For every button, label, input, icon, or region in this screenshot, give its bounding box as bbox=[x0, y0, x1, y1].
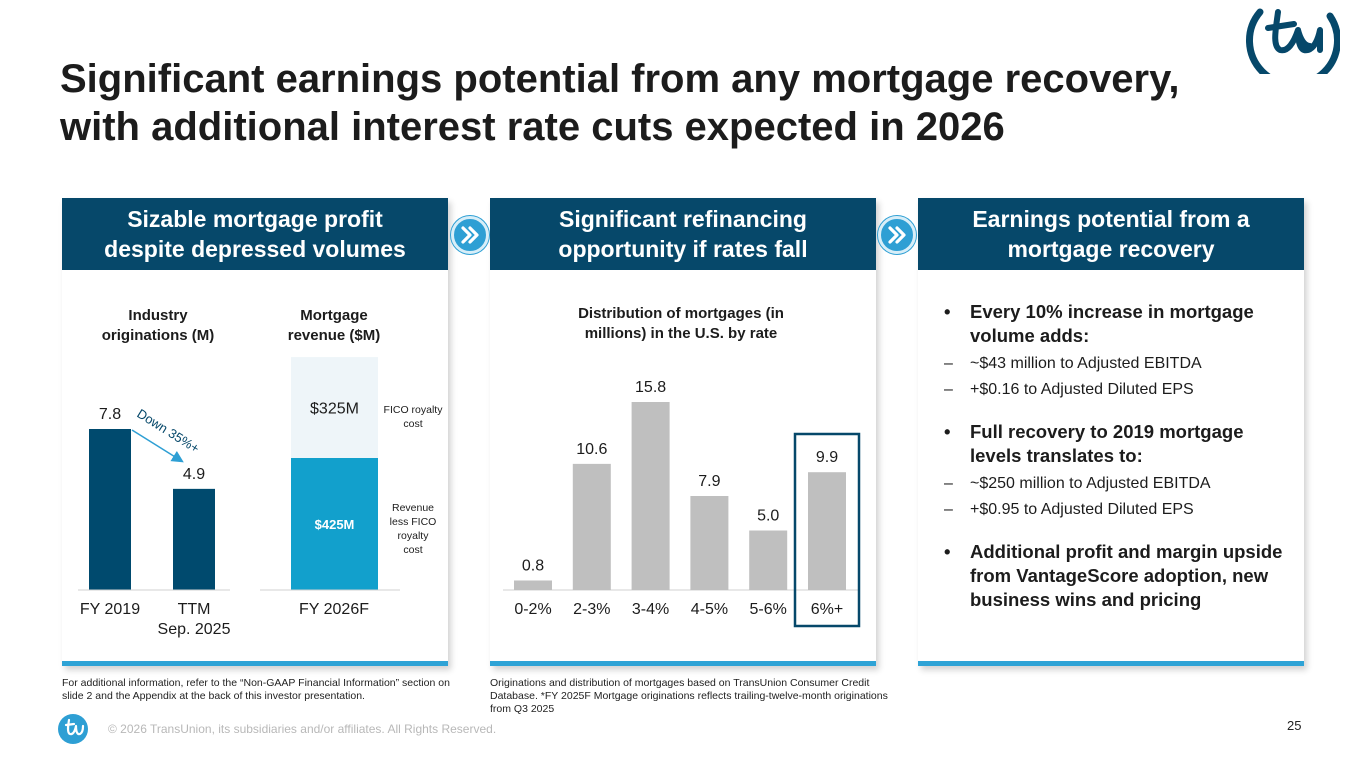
double-chevron-right-icon bbox=[451, 216, 489, 254]
earnings-bullets: Every 10% increase in mortgage volume ad… bbox=[940, 300, 1290, 612]
value-label-rate-3: 7.9 bbox=[698, 473, 720, 490]
chart1-title-line2: originations (M) bbox=[102, 327, 215, 344]
panel1-header-line2: despite depressed volumes bbox=[104, 236, 406, 262]
footnote-non-gaap: For additional information, refer to the… bbox=[62, 677, 450, 702]
value-label-rate-4: 5.0 bbox=[757, 508, 779, 525]
bullet-2-sub-1: ~$250 million to Adjusted EBITDA bbox=[940, 474, 1290, 494]
x-label-rate-5: 6%+ bbox=[811, 601, 843, 618]
highlight-box-6plus bbox=[793, 432, 861, 628]
x-label-ttm: TTM bbox=[178, 601, 211, 618]
x-label-ttm-line2: Sep. 2025 bbox=[158, 621, 231, 638]
panel2-header-line2: opportunity if rates fall bbox=[558, 236, 808, 262]
value-label-ttm: 4.9 bbox=[183, 466, 205, 483]
chart-mortgage-revenue: Mortgage revenue ($M) $425M $325M FY 202… bbox=[260, 307, 443, 618]
chart-industry-originations: Industry originations (M) 7.8 4.9 FY 201… bbox=[78, 307, 231, 638]
panel1-header-line1: Sizable mortgage profit bbox=[127, 206, 383, 232]
value-label-rate-1: 10.6 bbox=[576, 441, 607, 458]
slide-title-line1: Significant earnings potential from any … bbox=[60, 57, 1180, 101]
legend-rev-line3: royalty bbox=[398, 530, 430, 542]
panel3-header-line1: Earnings potential from a bbox=[972, 206, 1250, 232]
x-label-rate-3: 4-5% bbox=[691, 601, 728, 618]
x-label-rate-0: 0-2% bbox=[514, 601, 551, 618]
legend-rev-line1: Revenue bbox=[392, 502, 434, 514]
segment-label-325: $325M bbox=[310, 401, 359, 418]
bar-segment-revenue-less-fico bbox=[291, 458, 378, 590]
legend-rev-line2: less FICO bbox=[390, 516, 437, 528]
chart2-title-line1: Mortgage bbox=[300, 307, 368, 324]
chart3-title-line1: Distribution of mortgages (in bbox=[578, 305, 784, 322]
panel-header-refinancing: Significant refinancing opportunity if r… bbox=[490, 198, 876, 270]
transunion-footer-logo-icon bbox=[58, 714, 88, 744]
segment-label-425: $425M bbox=[315, 517, 355, 532]
chart1-title-line1: Industry bbox=[128, 307, 188, 324]
transunion-logo-icon bbox=[1246, 8, 1340, 74]
bar-rate-2 bbox=[631, 402, 670, 590]
bar-ttm bbox=[173, 488, 215, 590]
bar-rate-3 bbox=[690, 496, 729, 590]
legend-rev-line4: cost bbox=[403, 544, 422, 556]
panel2-header-line1: Significant refinancing bbox=[559, 206, 807, 232]
x-label-fy2019: FY 2019 bbox=[80, 601, 140, 618]
bar-fy2019 bbox=[89, 429, 131, 590]
bullet-3-main: Additional profit and margin upside from… bbox=[940, 540, 1290, 612]
down-arrow-annotation bbox=[131, 429, 184, 463]
bullet-2-sub-2: +$0.95 to Adjusted Diluted EPS bbox=[940, 500, 1290, 520]
chart2-title-line2: revenue ($M) bbox=[288, 327, 381, 344]
double-chevron-right-icon bbox=[878, 216, 916, 254]
bar-rate-5 bbox=[808, 472, 846, 590]
slide-title: Significant earnings potential from any … bbox=[60, 55, 1280, 151]
double-chevron-glyph bbox=[888, 226, 906, 244]
bar-rate-0 bbox=[514, 580, 552, 590]
bullet-1-main: Every 10% increase in mortgage volume ad… bbox=[940, 300, 1290, 348]
value-label-rate-0: 0.8 bbox=[522, 557, 544, 574]
x-label-fy2026f: FY 2026F bbox=[299, 601, 369, 618]
x-label-rate-4: 5-6% bbox=[750, 601, 787, 618]
page-number: 25 bbox=[1287, 718, 1302, 733]
double-chevron-glyph bbox=[461, 226, 479, 244]
x-label-rate-1: 2-3% bbox=[573, 601, 610, 618]
bar-segment-fico-royalty bbox=[291, 357, 378, 458]
panel-header-earnings: Earnings potential from a mortgage recov… bbox=[918, 198, 1304, 270]
value-label-rate-2: 15.8 bbox=[635, 379, 666, 396]
bullet-1-sub-1: ~$43 million to Adjusted EBITDA bbox=[940, 354, 1290, 374]
slide-title-line2: with additional interest rate cuts expec… bbox=[60, 105, 1005, 149]
legend-fico-line2: cost bbox=[403, 418, 422, 430]
value-label-fy2019: 7.8 bbox=[99, 406, 121, 423]
legend-fico-line1: FICO royalty bbox=[384, 404, 444, 416]
panel3-header-line2: mortgage recovery bbox=[1007, 236, 1215, 262]
bar-rate-1 bbox=[572, 463, 611, 590]
panel-header-mortgage-profit: Sizable mortgage profit despite depresse… bbox=[62, 198, 448, 270]
chart3-title-line2: millions) in the U.S. by rate bbox=[585, 325, 778, 342]
chart-mortgage-distribution: Distribution of mortgages (in millions) … bbox=[503, 305, 861, 628]
bullet-1-sub-2: +$0.16 to Adjusted Diluted EPS bbox=[940, 380, 1290, 400]
value-label-rate-5: 9.9 bbox=[816, 449, 838, 466]
bar-rate-4 bbox=[749, 530, 788, 590]
bullet-2-main: Full recovery to 2019 mortgage levels tr… bbox=[940, 420, 1290, 468]
footnote-data-source: Originations and distribution of mortgag… bbox=[490, 677, 888, 715]
x-label-rate-2: 3-4% bbox=[632, 601, 669, 618]
annotation-down-35: Down 35%+ bbox=[134, 406, 202, 456]
copyright-text: © 2026 TransUnion, its subsidiaries and/… bbox=[108, 722, 497, 736]
